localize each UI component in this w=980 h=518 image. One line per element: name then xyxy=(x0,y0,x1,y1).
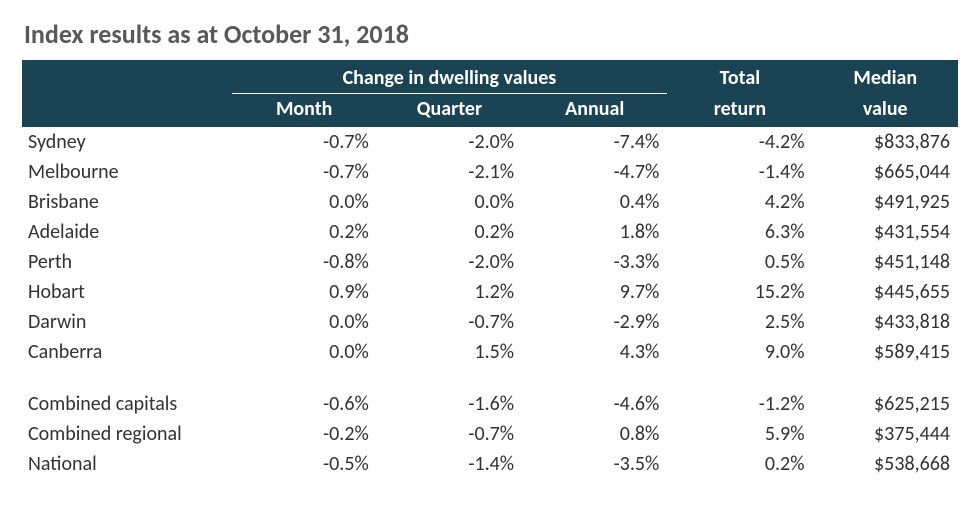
cell-annual: 4.3% xyxy=(522,337,667,367)
cell-total-return: 15.2% xyxy=(667,277,812,307)
cell-total-return: 0.5% xyxy=(667,247,812,277)
row-label: Sydney xyxy=(22,127,232,157)
table-row: Hobart 0.9% 1.2% 9.7% 15.2% $445,655 xyxy=(22,277,958,307)
row-label: National xyxy=(22,449,232,479)
cell-median-value: $445,655 xyxy=(813,277,959,307)
header-median-top: Median xyxy=(813,60,959,94)
cell-annual: 0.4% xyxy=(522,187,667,217)
header-total-return-top: Total xyxy=(667,60,812,94)
header-quarter: Quarter xyxy=(377,94,522,128)
cell-quarter: -1.4% xyxy=(377,449,522,479)
cell-total-return: 2.5% xyxy=(667,307,812,337)
cell-quarter: 1.2% xyxy=(377,277,522,307)
page-title: Index results as at October 31, 2018 xyxy=(24,18,958,50)
cell-median-value: $538,668 xyxy=(813,449,959,479)
cell-quarter: -0.7% xyxy=(377,307,522,337)
cell-month: 0.0% xyxy=(232,187,377,217)
row-label: Combined capitals xyxy=(22,389,232,419)
cell-annual: -4.6% xyxy=(522,389,667,419)
row-label: Melbourne xyxy=(22,157,232,187)
cell-month: -0.7% xyxy=(232,127,377,157)
cell-median-value: $491,925 xyxy=(813,187,959,217)
header-total-return-bot: return xyxy=(667,94,812,128)
cell-total-return: 5.9% xyxy=(667,419,812,449)
cell-total-return: 9.0% xyxy=(667,337,812,367)
cell-annual: -3.3% xyxy=(522,247,667,277)
index-results-table: Change in dwelling values Total Median M… xyxy=(22,60,958,479)
cell-annual: -3.5% xyxy=(522,449,667,479)
cell-quarter: -2.1% xyxy=(377,157,522,187)
cell-quarter: 0.0% xyxy=(377,187,522,217)
cell-annual: 9.7% xyxy=(522,277,667,307)
spacer-row xyxy=(22,367,958,389)
table-row: Melbourne -0.7% -2.1% -4.7% -1.4% $665,0… xyxy=(22,157,958,187)
table-row: Brisbane 0.0% 0.0% 0.4% 4.2% $491,925 xyxy=(22,187,958,217)
table-row: Combined regional -0.2% -0.7% 0.8% 5.9% … xyxy=(22,419,958,449)
row-label: Hobart xyxy=(22,277,232,307)
cell-month: 0.0% xyxy=(232,337,377,367)
cell-total-return: 0.2% xyxy=(667,449,812,479)
table-row: National -0.5% -1.4% -3.5% 0.2% $538,668 xyxy=(22,449,958,479)
cell-quarter: -2.0% xyxy=(377,127,522,157)
table-row: Sydney -0.7% -2.0% -7.4% -4.2% $833,876 xyxy=(22,127,958,157)
cell-month: 0.9% xyxy=(232,277,377,307)
cell-annual: 1.8% xyxy=(522,217,667,247)
cell-month: 0.2% xyxy=(232,217,377,247)
cell-quarter: -2.0% xyxy=(377,247,522,277)
row-label: Darwin xyxy=(22,307,232,337)
cell-annual: -2.9% xyxy=(522,307,667,337)
cell-total-return: -4.2% xyxy=(667,127,812,157)
cell-total-return: -1.2% xyxy=(667,389,812,419)
cell-quarter: -0.7% xyxy=(377,419,522,449)
cell-total-return: -1.4% xyxy=(667,157,812,187)
cell-month: -0.5% xyxy=(232,449,377,479)
cell-median-value: $433,818 xyxy=(813,307,959,337)
header-group-change: Change in dwelling values xyxy=(232,60,668,94)
table-body: Sydney -0.7% -2.0% -7.4% -4.2% $833,876 … xyxy=(22,127,958,479)
table-row: Darwin 0.0% -0.7% -2.9% 2.5% $433,818 xyxy=(22,307,958,337)
cell-median-value: $833,876 xyxy=(813,127,959,157)
header-month: Month xyxy=(232,94,377,128)
cell-month: -0.8% xyxy=(232,247,377,277)
header-blank-2 xyxy=(22,94,232,128)
header-median-bot: value xyxy=(813,94,959,128)
cell-month: -0.6% xyxy=(232,389,377,419)
table-header: Change in dwelling values Total Median M… xyxy=(22,60,958,127)
cell-median-value: $431,554 xyxy=(813,217,959,247)
row-label: Brisbane xyxy=(22,187,232,217)
header-blank xyxy=(22,60,232,94)
cell-quarter: 0.2% xyxy=(377,217,522,247)
table-row: Canberra 0.0% 1.5% 4.3% 9.0% $589,415 xyxy=(22,337,958,367)
row-label: Adelaide xyxy=(22,217,232,247)
cell-quarter: -1.6% xyxy=(377,389,522,419)
row-label: Canberra xyxy=(22,337,232,367)
cell-median-value: $375,444 xyxy=(813,419,959,449)
cell-annual: -4.7% xyxy=(522,157,667,187)
cell-median-value: $451,148 xyxy=(813,247,959,277)
cell-total-return: 6.3% xyxy=(667,217,812,247)
row-label: Perth xyxy=(22,247,232,277)
cell-month: -0.7% xyxy=(232,157,377,187)
cell-total-return: 4.2% xyxy=(667,187,812,217)
cell-median-value: $665,044 xyxy=(813,157,959,187)
cell-month: 0.0% xyxy=(232,307,377,337)
cell-quarter: 1.5% xyxy=(377,337,522,367)
cell-annual: -7.4% xyxy=(522,127,667,157)
cell-month: -0.2% xyxy=(232,419,377,449)
header-annual: Annual xyxy=(522,94,667,128)
row-label: Combined regional xyxy=(22,419,232,449)
cell-annual: 0.8% xyxy=(522,419,667,449)
cell-median-value: $589,415 xyxy=(813,337,959,367)
table-row: Perth -0.8% -2.0% -3.3% 0.5% $451,148 xyxy=(22,247,958,277)
cell-median-value: $625,215 xyxy=(813,389,959,419)
table-row: Adelaide 0.2% 0.2% 1.8% 6.3% $431,554 xyxy=(22,217,958,247)
table-row: Combined capitals -0.6% -1.6% -4.6% -1.2… xyxy=(22,389,958,419)
